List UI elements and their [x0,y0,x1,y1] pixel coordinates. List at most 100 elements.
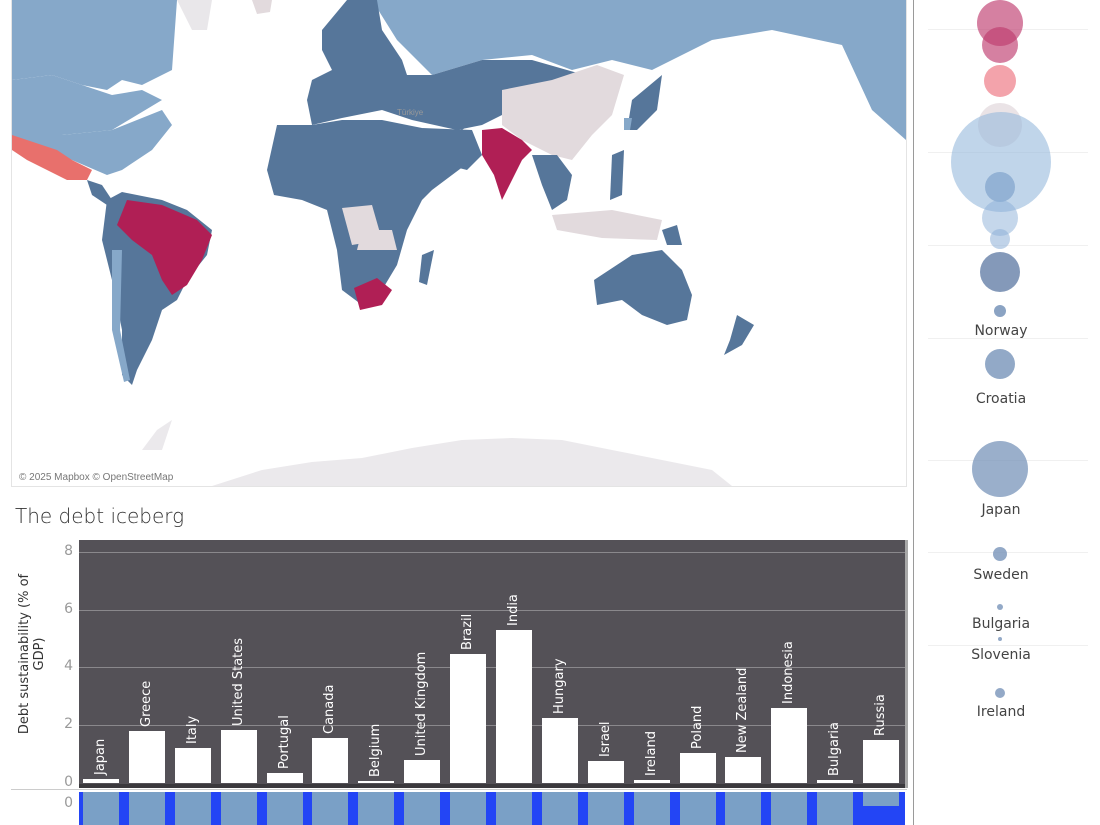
bar-hungary[interactable] [541,717,578,783]
bar-label: Israel [597,721,613,758]
bubble-label-croatia: Croatia [975,391,1027,407]
bar-belgium[interactable] [358,781,395,783]
panel-separator [11,789,907,790]
bar-japan[interactable] [83,778,119,783]
gridline [79,609,905,611]
lower-bar[interactable] [220,792,257,825]
bubble-column[interactable]: Norway Croatia Japan Sweden Bulgaria Slovenia… [928,0,1088,825]
bubble-label-japan: Japan [981,502,1021,518]
bubble-mark[interactable] [984,65,1016,97]
y-tick-label: 8 [64,542,73,559]
baseline-band [79,784,905,788]
bar-india[interactable] [496,629,532,783]
lower-bar[interactable] [128,792,165,825]
svg-text:Türkiye: Türkiye [397,108,424,117]
lower-bar[interactable] [817,792,854,825]
plot-area[interactable]: Japan Greece Italy United States Portugal Can… [79,540,908,788]
bar-greece[interactable] [128,730,165,783]
lower-panel[interactable] [79,792,905,825]
bubble-mark[interactable] [994,305,1006,317]
bar-label: Belgium [368,723,384,777]
bar-label: Russia [873,693,889,736]
bubble-mark[interactable] [990,229,1010,249]
gridline [79,551,905,553]
lower-bar[interactable] [450,792,487,825]
bar-label: Bulgaria [827,722,843,777]
bar-label: Hungary [551,658,567,714]
bubble-mark[interactable] [997,604,1003,610]
bubble-mark[interactable] [993,547,1007,561]
lower-bar[interactable] [587,792,624,825]
bubble-label-sweden: Sweden [973,567,1029,583]
bubble-mark[interactable] [985,172,1015,202]
lower-bar[interactable] [404,792,441,825]
lower-bar[interactable] [174,792,211,825]
bubble-mark[interactable] [985,349,1015,379]
bar-label: Brazil [460,614,476,651]
bar-label: Italy [184,716,200,745]
bubble-mark[interactable] [998,637,1002,641]
lower-bar[interactable] [541,792,578,825]
bar-russia[interactable] [863,739,900,783]
y-tick-label: 2 [64,716,73,733]
y-axis-label: Debt sustainability (% of GDP) [17,573,47,735]
bar-ireland[interactable] [633,780,670,783]
lower-bar[interactable] [679,792,716,825]
bubble-label-ireland: Ireland [976,704,1026,720]
y-tick-label: 6 [64,600,73,617]
lower-bar[interactable] [725,792,762,825]
gridline [79,725,905,727]
bar-portugal[interactable] [266,772,303,783]
bubble-gridline [928,338,1088,339]
debt-bar-chart: Debt sustainability (% of GDP) 0 2 4 6 8 Jap… [11,539,908,825]
bar-label: Greece [138,680,154,727]
lower-bar[interactable] [358,792,395,825]
bar-bulgaria[interactable] [817,780,854,783]
lower-bar[interactable] [771,792,808,825]
bar-label: Indonesia [781,640,797,704]
lower-bar[interactable] [863,792,900,806]
bar-new-zealand[interactable] [725,757,762,783]
bar-label: United Kingdom [414,651,430,756]
bar-brazil[interactable] [450,654,487,783]
bar-label: Poland [689,705,705,749]
bar-italy[interactable] [174,748,211,783]
bubble-gridline [928,552,1088,553]
bar-poland[interactable] [679,752,716,783]
bar-united-kingdom[interactable] [404,759,441,783]
bar-label: Portugal [276,715,292,769]
lower-y-tick: 0 [64,795,73,811]
bubble-mark[interactable] [972,441,1028,497]
bubble-gridline [928,645,1088,646]
bubble-label-norway: Norway [974,323,1028,339]
bubble-label-slovenia: Slovenia [971,647,1031,663]
map-shapes: Türkiye [12,0,906,486]
gridline [79,667,905,669]
bubble-mark[interactable] [980,252,1020,292]
bar-label: Ireland [643,731,659,777]
bubble-gridline [928,245,1088,246]
bar-label: Canada [322,684,338,735]
y-tick-label: 4 [64,658,73,675]
lower-bar[interactable] [633,792,670,825]
lower-bar[interactable] [83,792,119,825]
map-attribution[interactable]: © 2025 Mapbox © OpenStreetMap [19,472,174,483]
panel-divider [913,0,914,825]
world-map[interactable]: Türkiye © 2025 Mapbox © OpenStreetMap [11,0,907,487]
bar-israel[interactable] [587,761,624,783]
bar-canada[interactable] [312,738,349,783]
bubble-mark[interactable] [982,27,1018,63]
bar-united-states[interactable] [220,729,257,783]
bar-label: India [506,593,521,626]
lower-bar[interactable] [266,792,303,825]
bar-label: Japan [93,738,108,775]
y-tick-label: 0 [64,774,73,790]
bar-label: New Zealand [735,667,751,753]
bar-indonesia[interactable] [771,707,808,783]
bubble-mark[interactable] [995,688,1005,698]
bar-label: United States [230,637,246,726]
lower-bar[interactable] [312,792,349,825]
bubble-label-bulgaria: Bulgaria [971,616,1031,632]
chart-title: The debt iceberg [15,504,185,528]
lower-bar[interactable] [496,792,532,825]
